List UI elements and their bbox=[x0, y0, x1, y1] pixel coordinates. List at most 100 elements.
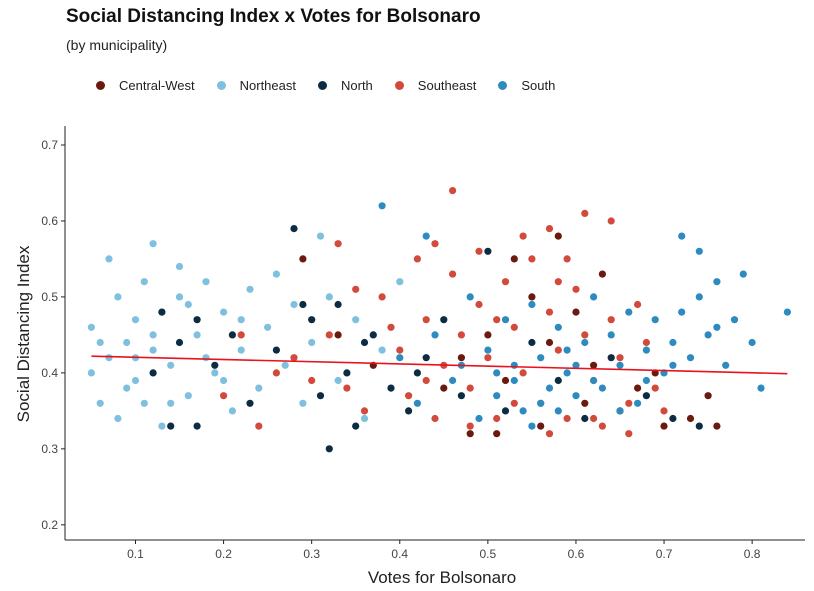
point-southeast bbox=[449, 187, 457, 195]
point-northeast bbox=[246, 285, 254, 293]
point-southeast bbox=[563, 414, 571, 423]
legend: Central-West Northeast North Southeast S… bbox=[90, 78, 571, 93]
point-north bbox=[369, 331, 377, 339]
point-north bbox=[193, 422, 201, 430]
point-central-west bbox=[528, 293, 536, 301]
point-north bbox=[581, 414, 589, 423]
point-southeast bbox=[220, 392, 228, 400]
point-north bbox=[695, 422, 703, 430]
point-northeast bbox=[220, 376, 228, 385]
x-tick-label: 0.2 bbox=[215, 547, 232, 561]
point-north bbox=[290, 225, 298, 233]
point-southeast bbox=[616, 354, 624, 362]
series-north bbox=[149, 225, 703, 453]
chart-title: Social Distancing Index x Votes for Bols… bbox=[66, 6, 481, 27]
point-south bbox=[466, 293, 474, 301]
point-central-west bbox=[440, 384, 448, 392]
x-axis-title: Votes for Bolsonaro bbox=[368, 568, 516, 587]
point-southeast bbox=[625, 399, 633, 407]
point-north bbox=[352, 422, 360, 430]
point-northeast bbox=[149, 240, 157, 248]
chart-subtitle: (by municipality) bbox=[66, 37, 168, 53]
point-south bbox=[484, 346, 492, 354]
point-north bbox=[175, 338, 184, 347]
y-tick-label: 0.2 bbox=[41, 518, 58, 532]
point-northeast bbox=[96, 338, 104, 347]
point-south bbox=[572, 392, 580, 400]
point-central-west bbox=[501, 376, 510, 385]
trend-line bbox=[91, 355, 788, 375]
point-south bbox=[748, 338, 756, 347]
point-northeast bbox=[255, 384, 263, 392]
series-southeast bbox=[220, 187, 668, 438]
point-southeast bbox=[545, 225, 554, 233]
point-central-west bbox=[484, 331, 492, 339]
point-southeast bbox=[360, 407, 369, 415]
point-central-west bbox=[686, 414, 695, 423]
point-central-west bbox=[493, 430, 501, 438]
legend-label-north: North bbox=[341, 78, 373, 93]
point-northeast bbox=[281, 361, 289, 369]
point-northeast bbox=[228, 407, 236, 415]
point-southeast bbox=[405, 392, 413, 400]
point-northeast bbox=[131, 376, 140, 385]
point-southeast bbox=[308, 376, 316, 385]
point-north bbox=[343, 369, 351, 377]
point-north bbox=[272, 346, 280, 354]
point-south bbox=[686, 354, 695, 362]
point-northeast bbox=[202, 354, 210, 362]
point-southeast bbox=[475, 247, 483, 255]
y-tick-label: 0.7 bbox=[41, 138, 58, 152]
point-south bbox=[528, 422, 536, 430]
point-southeast bbox=[290, 354, 298, 362]
point-south bbox=[510, 361, 518, 369]
point-southeast bbox=[545, 308, 554, 316]
point-southeast bbox=[598, 422, 607, 430]
point-northeast bbox=[237, 346, 245, 354]
point-north bbox=[528, 338, 536, 347]
point-southeast bbox=[642, 338, 651, 347]
y-tick-label: 0.4 bbox=[41, 366, 58, 380]
point-south bbox=[642, 346, 651, 354]
point-northeast bbox=[114, 293, 122, 301]
point-north bbox=[387, 384, 395, 392]
point-southeast bbox=[352, 285, 360, 293]
point-northeast bbox=[140, 399, 148, 407]
point-northeast bbox=[87, 323, 95, 331]
point-northeast bbox=[184, 300, 192, 309]
point-northeast bbox=[237, 316, 245, 324]
point-south bbox=[396, 354, 404, 362]
legend-label-northeast: Northeast bbox=[239, 78, 296, 93]
point-northeast bbox=[325, 293, 333, 301]
point-southeast bbox=[396, 346, 404, 354]
point-central-west bbox=[581, 399, 589, 407]
point-southeast bbox=[413, 255, 421, 263]
point-southeast bbox=[475, 300, 483, 309]
point-northeast bbox=[272, 270, 280, 278]
point-central-west bbox=[713, 422, 721, 430]
point-central-west bbox=[572, 308, 580, 316]
point-northeast bbox=[140, 278, 148, 286]
point-southeast bbox=[255, 422, 263, 430]
point-south bbox=[563, 369, 571, 377]
legend-item-north: North bbox=[312, 78, 373, 93]
point-northeast bbox=[123, 338, 131, 347]
point-south bbox=[510, 376, 518, 385]
point-southeast bbox=[501, 278, 510, 286]
point-south bbox=[501, 316, 510, 324]
point-south bbox=[713, 323, 721, 331]
point-northeast bbox=[290, 300, 298, 309]
point-southeast bbox=[590, 414, 598, 423]
point-north bbox=[246, 399, 254, 407]
point-southeast bbox=[651, 384, 659, 392]
series-northeast bbox=[87, 232, 404, 430]
point-northeast bbox=[167, 361, 175, 369]
point-south bbox=[422, 232, 430, 240]
point-south bbox=[669, 338, 677, 347]
point-south bbox=[449, 376, 457, 385]
point-north bbox=[607, 354, 615, 362]
point-northeast bbox=[105, 354, 113, 362]
point-southeast bbox=[493, 414, 501, 423]
point-northeast bbox=[105, 255, 113, 263]
point-north bbox=[413, 369, 421, 377]
